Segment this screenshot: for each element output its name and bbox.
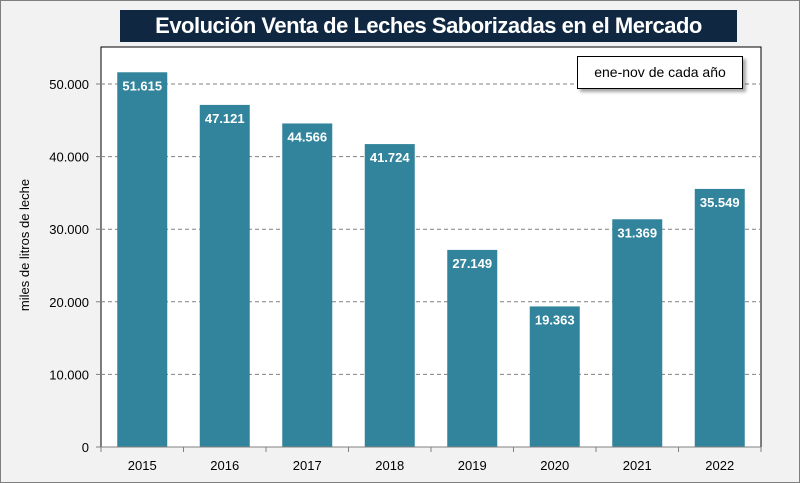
y-tick-label: 50.000 [49, 77, 89, 92]
data-label: 47.121 [205, 111, 245, 126]
y-tick-label: 0 [82, 440, 89, 455]
annotation-box: ene-nov de cada año [577, 56, 743, 89]
y-axis-label: miles de litros de leche [17, 179, 32, 311]
data-label: 27.149 [452, 256, 492, 271]
bar-2019 [447, 249, 498, 447]
data-label: 31.369 [617, 225, 657, 240]
x-tick-label: 2019 [458, 458, 487, 473]
bar-2015 [117, 72, 168, 448]
x-tick-label: 2020 [540, 458, 569, 473]
bar-2018 [364, 144, 415, 448]
y-tick-label: 30.000 [49, 222, 89, 237]
bar-2017 [282, 123, 333, 448]
x-tick-label: 2022 [705, 458, 734, 473]
y-tick-label: 20.000 [49, 295, 89, 310]
bar-2022 [694, 188, 745, 448]
data-label: 19.363 [535, 312, 575, 327]
x-tick-label: 2017 [293, 458, 322, 473]
bar-2020 [529, 306, 580, 447]
data-label: 44.566 [287, 129, 327, 144]
x-tick-label: 2021 [623, 458, 652, 473]
x-tick-label: 2016 [210, 458, 239, 473]
bar-2021 [612, 219, 663, 447]
data-label: 51.615 [122, 78, 162, 93]
data-label: 41.724 [370, 150, 411, 165]
y-tick-label: 40.000 [49, 150, 89, 165]
data-label: 35.549 [700, 195, 740, 210]
x-tick-label: 2015 [128, 458, 157, 473]
y-tick-label: 10.000 [49, 367, 89, 382]
x-tick-label: 2018 [375, 458, 404, 473]
bar-2016 [199, 104, 250, 447]
